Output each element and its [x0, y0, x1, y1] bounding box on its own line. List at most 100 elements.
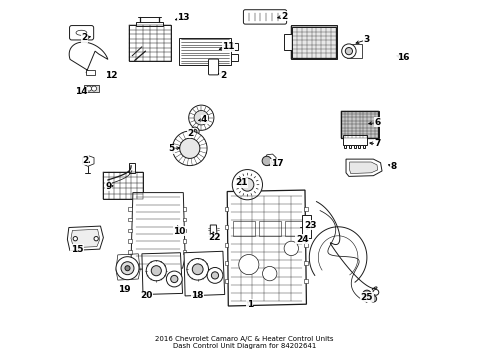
Text: 17: 17 [270, 159, 283, 168]
Bar [284, 221, 302, 236]
Text: 2: 2 [187, 129, 193, 138]
Bar [231, 43, 238, 50]
Circle shape [241, 178, 253, 191]
Circle shape [262, 266, 276, 281]
Polygon shape [142, 253, 182, 294]
Text: 24: 24 [295, 235, 308, 244]
Bar [224, 261, 228, 265]
Circle shape [372, 289, 378, 295]
Bar [86, 70, 95, 75]
FancyBboxPatch shape [243, 10, 286, 24]
Bar [303, 279, 307, 283]
Bar [232, 221, 254, 236]
Circle shape [125, 266, 130, 271]
Text: 2: 2 [219, 71, 225, 80]
Bar [342, 135, 366, 145]
Bar [302, 215, 310, 238]
Bar [224, 279, 228, 283]
Circle shape [190, 127, 199, 136]
Bar [340, 111, 378, 138]
Bar [258, 221, 280, 236]
Polygon shape [82, 156, 94, 166]
Text: 25: 25 [360, 292, 372, 302]
Circle shape [116, 257, 139, 280]
Bar [303, 225, 307, 229]
Bar [290, 25, 337, 59]
Text: 21: 21 [235, 178, 247, 187]
Circle shape [341, 44, 355, 58]
Text: 10: 10 [173, 227, 185, 236]
Bar [128, 239, 132, 243]
Circle shape [146, 261, 166, 281]
Polygon shape [131, 193, 185, 269]
Circle shape [369, 296, 376, 302]
Text: 20: 20 [140, 292, 152, 300]
Bar [358, 145, 360, 148]
Bar [340, 111, 378, 138]
Text: 9: 9 [105, 182, 111, 191]
Text: 4: 4 [201, 115, 207, 124]
Circle shape [211, 272, 218, 279]
Bar [182, 207, 186, 211]
Circle shape [94, 237, 98, 241]
Polygon shape [71, 229, 100, 248]
Circle shape [172, 131, 206, 166]
Bar [347, 44, 361, 58]
Bar [292, 27, 335, 58]
Circle shape [186, 258, 208, 280]
Text: Dash Control Unit Diagram for 84202641: Dash Control Unit Diagram for 84202641 [172, 343, 316, 349]
Bar [182, 218, 186, 221]
Polygon shape [69, 42, 108, 73]
Bar [231, 54, 238, 61]
FancyBboxPatch shape [69, 26, 94, 40]
Bar [344, 145, 346, 148]
Bar [182, 239, 186, 243]
Bar [224, 243, 228, 247]
Bar [128, 207, 132, 211]
Circle shape [151, 266, 161, 276]
Text: 2: 2 [81, 33, 87, 42]
Text: 11: 11 [222, 42, 234, 51]
Bar [348, 145, 350, 148]
Text: 18: 18 [191, 292, 203, 300]
Bar [303, 261, 307, 265]
Circle shape [121, 262, 134, 275]
Circle shape [232, 170, 262, 200]
Polygon shape [349, 162, 377, 174]
Text: 22: 22 [208, 233, 221, 242]
Bar [128, 218, 132, 221]
Circle shape [86, 86, 91, 91]
Circle shape [362, 290, 370, 299]
Text: 1: 1 [246, 300, 252, 309]
Text: 2016 Chevrolet Camaro A/C & Heater Control Units: 2016 Chevrolet Camaro A/C & Heater Contr… [155, 336, 333, 342]
Circle shape [194, 111, 208, 125]
Text: 6: 6 [374, 118, 380, 127]
Circle shape [73, 237, 77, 241]
Bar [128, 163, 135, 173]
Text: 13: 13 [177, 13, 189, 22]
Bar [129, 25, 170, 61]
Circle shape [91, 86, 96, 91]
Text: 14: 14 [75, 87, 87, 96]
Bar [128, 229, 132, 232]
Bar [128, 250, 132, 254]
Circle shape [179, 138, 200, 158]
Bar [353, 145, 355, 148]
Polygon shape [264, 154, 276, 166]
Polygon shape [67, 226, 103, 251]
Circle shape [192, 129, 197, 134]
Polygon shape [183, 251, 224, 296]
Ellipse shape [76, 30, 87, 35]
Text: 5: 5 [168, 144, 175, 153]
Text: 23: 23 [303, 220, 316, 230]
Bar [103, 172, 142, 199]
Bar [303, 207, 307, 211]
Circle shape [262, 156, 271, 166]
Circle shape [206, 267, 223, 283]
Text: 19: 19 [117, 285, 130, 294]
Circle shape [284, 241, 298, 256]
Text: 8: 8 [390, 162, 396, 171]
Bar [136, 22, 163, 26]
Bar [179, 38, 231, 65]
Circle shape [238, 255, 258, 275]
